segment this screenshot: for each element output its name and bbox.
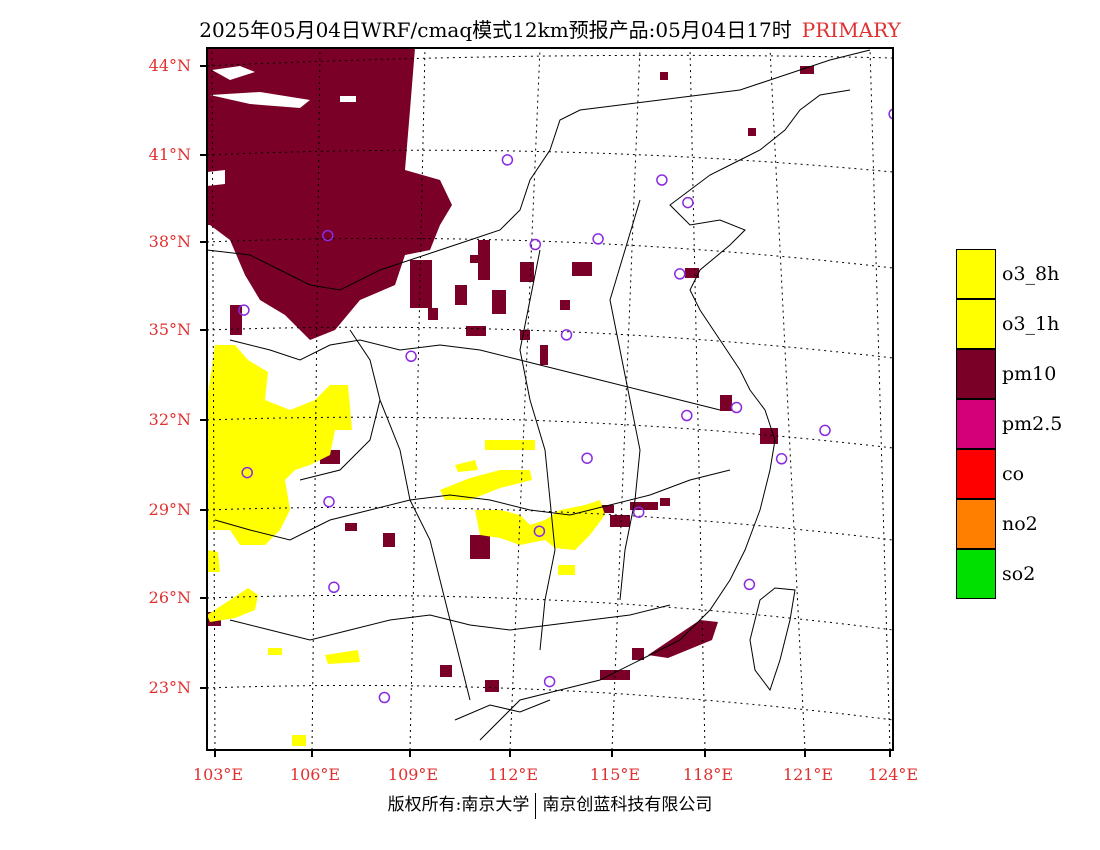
station-marker — [656, 174, 668, 186]
copyright-owner: 版权所有:南京大学 — [387, 795, 530, 815]
title-text: 2025年05月04日WRF/cmaq模式12km预报产品:05月04日17时 — [199, 18, 792, 42]
o3-regions — [207, 345, 605, 746]
lat-label-38: 38°N — [148, 232, 191, 251]
copyright-company: 南京创蓝科技有限公司 — [542, 795, 713, 815]
legend-swatch-so2 — [956, 549, 996, 599]
station-marker — [322, 229, 334, 242]
lat-label-23: 23°N — [148, 678, 191, 697]
station-marker — [592, 233, 604, 245]
primary-tag: PRIMARY — [801, 18, 901, 42]
station-marker — [196, 635, 206, 645]
lon-label-121: 121°E — [782, 765, 834, 784]
station-marker — [682, 196, 694, 209]
station-marker — [543, 675, 556, 688]
station-marker — [888, 108, 893, 120]
lat-label-35: 35°N — [148, 320, 191, 339]
station-marker — [238, 304, 250, 316]
lat-label-44: 44°N — [148, 56, 191, 75]
legend-label-pm10: pm10 — [1002, 363, 1057, 385]
station-marker — [405, 350, 417, 363]
legend-swatch-co — [956, 449, 996, 499]
lon-label-112: 112°E — [487, 765, 539, 784]
lon-label-118: 118°E — [682, 765, 734, 784]
legend-label-no2: no2 — [1002, 513, 1038, 535]
graticule — [207, 48, 893, 750]
station-marker — [681, 409, 693, 422]
station-marker — [632, 506, 645, 518]
footer-separator — [535, 792, 537, 819]
station-marker — [581, 452, 593, 464]
legend-swatch-o3-8h — [956, 249, 996, 299]
lon-label-109: 109°E — [387, 765, 439, 784]
station-marker — [323, 495, 335, 508]
legend-label-o3-8h: o3_8h — [1002, 263, 1060, 285]
pm10-patches — [207, 66, 814, 692]
lon-label-115: 115°E — [589, 765, 641, 784]
legend-swatch-pm25 — [956, 399, 996, 449]
station-markers — [196, 108, 893, 704]
pm10-gap-1 — [212, 66, 255, 80]
legend-label-so2: so2 — [1002, 563, 1036, 585]
lon-label-124: 124°E — [867, 765, 919, 784]
pm10-gap-3 — [340, 96, 356, 102]
station-marker — [501, 154, 514, 166]
lat-label-29: 29°N — [148, 500, 191, 519]
axis-ticks — [200, 65, 891, 757]
station-marker — [743, 578, 756, 591]
station-marker — [378, 691, 391, 704]
pm10-gap-4 — [207, 170, 225, 186]
station-marker — [775, 453, 788, 465]
copyright-footer: 版权所有:南京大学 南京创蓝科技有限公司 — [0, 790, 1100, 819]
legend-label-o3-1h: o3_1h — [1002, 313, 1060, 335]
lat-label-32: 32°N — [148, 410, 191, 429]
station-marker — [674, 268, 686, 280]
station-marker — [241, 466, 253, 479]
station-marker — [529, 238, 542, 251]
pm10-gap-2 — [210, 92, 310, 108]
lat-label-26: 26°N — [148, 588, 191, 607]
station-marker — [328, 581, 340, 594]
station-marker — [819, 424, 831, 437]
legend-swatch-pm10 — [956, 349, 996, 399]
map-title: 2025年05月04日WRF/cmaq模式12km预报产品:05月04日17时 P… — [0, 14, 1100, 43]
station-marker — [533, 525, 546, 537]
legend-swatch-o3-1h — [956, 299, 996, 349]
pm10-region-northwest — [207, 48, 452, 340]
station-marker — [560, 329, 573, 341]
legend-label-pm25: pm2.5 — [1002, 413, 1063, 435]
legend-swatch-no2 — [956, 499, 996, 549]
lat-label-41: 41°N — [148, 145, 191, 164]
legend-label-co: co — [1002, 463, 1025, 485]
lon-label-103: 103°E — [192, 765, 244, 784]
map-frame — [206, 47, 894, 751]
lon-label-106: 106°E — [289, 765, 341, 784]
boundaries — [207, 49, 871, 741]
station-marker — [730, 401, 743, 414]
